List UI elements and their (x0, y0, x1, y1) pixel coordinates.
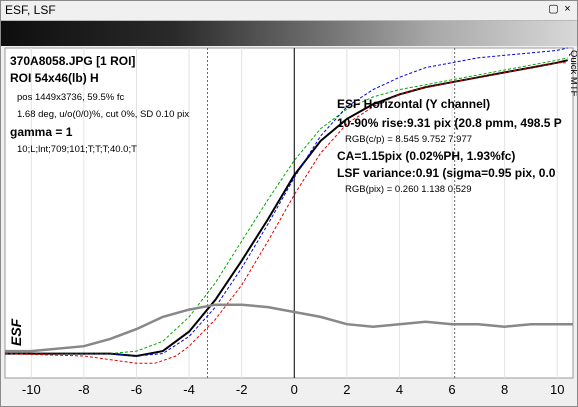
x-tick-labels: -10 -8 -6 -4 -2 0 2 4 6 8 10 (22, 382, 565, 397)
x-tick-label-8: 6 (448, 382, 455, 397)
results-ca: CA=1.15pix (0.02%PH, 1.93%fc) (337, 149, 515, 163)
restore-icon[interactable]: ▢ (548, 3, 559, 15)
y-axis-label: ESF (8, 318, 24, 346)
series-line-2 (5, 47, 568, 357)
info-gamma: gamma = 1 (10, 125, 73, 139)
edge-preview-strip (1, 21, 577, 46)
window-title: ESF, LSF (5, 3, 56, 17)
close-icon[interactable]: × (564, 3, 571, 15)
x-tick-label-9: 8 (501, 382, 508, 397)
info-angle: 1.68 deg, u/o(0/0)%, cut 0%, SD 0.10 pix (17, 109, 189, 120)
series-line-4 (5, 303, 573, 353)
esf-chart: 370A8058.JPG [1 ROI] ROI 54x46(lb) H pos… (4, 47, 577, 397)
info-roi: ROI 54x46(lb) H (10, 71, 99, 85)
series-line-1 (5, 57, 568, 355)
x-tick-label-3: -4 (183, 382, 195, 397)
x-tick-label-5: 0 (291, 382, 298, 397)
x-tick-label-10: 10 (550, 382, 564, 397)
info-params: 10;L;lnt;709;101;T;T;T;40.0;T (17, 144, 137, 155)
results-rgb-cp: RGB(c/p) = 8.545 9.752 7.977 (345, 134, 472, 145)
x-tick-label-2: -6 (131, 382, 143, 397)
x-tick-label-4: -2 (236, 382, 248, 397)
title-bar[interactable]: ESF, LSF ▢ × (1, 1, 577, 21)
quick-mtf-label[interactable]: Quick MTF (568, 50, 577, 97)
series-group (4, 47, 573, 364)
results-rgb-pix: RGB(pix) = 0.260 1.138 0.529 (345, 184, 471, 195)
info-file: 370A8058.JPG [1 ROI] (10, 54, 135, 68)
results-heading: ESF Horizontal (Y channel) (337, 97, 490, 111)
results-rise: 10-90% rise:9.31 pix (20.8 pmm, 498.5 P (337, 116, 562, 130)
x-tick-label-1: -8 (78, 382, 90, 397)
x-tick-label-6: 2 (343, 382, 350, 397)
x-tick-label-7: 4 (396, 382, 403, 397)
series-line-3 (4, 62, 568, 364)
marker-lines (206, 48, 456, 378)
results-lsf: LSF variance:0.91 (sigma=0.95 pix, 0.0 (337, 166, 556, 180)
info-pos: pos 1449x3736, 59.5% fc (17, 92, 124, 103)
x-tick-label-0: -10 (22, 382, 41, 397)
